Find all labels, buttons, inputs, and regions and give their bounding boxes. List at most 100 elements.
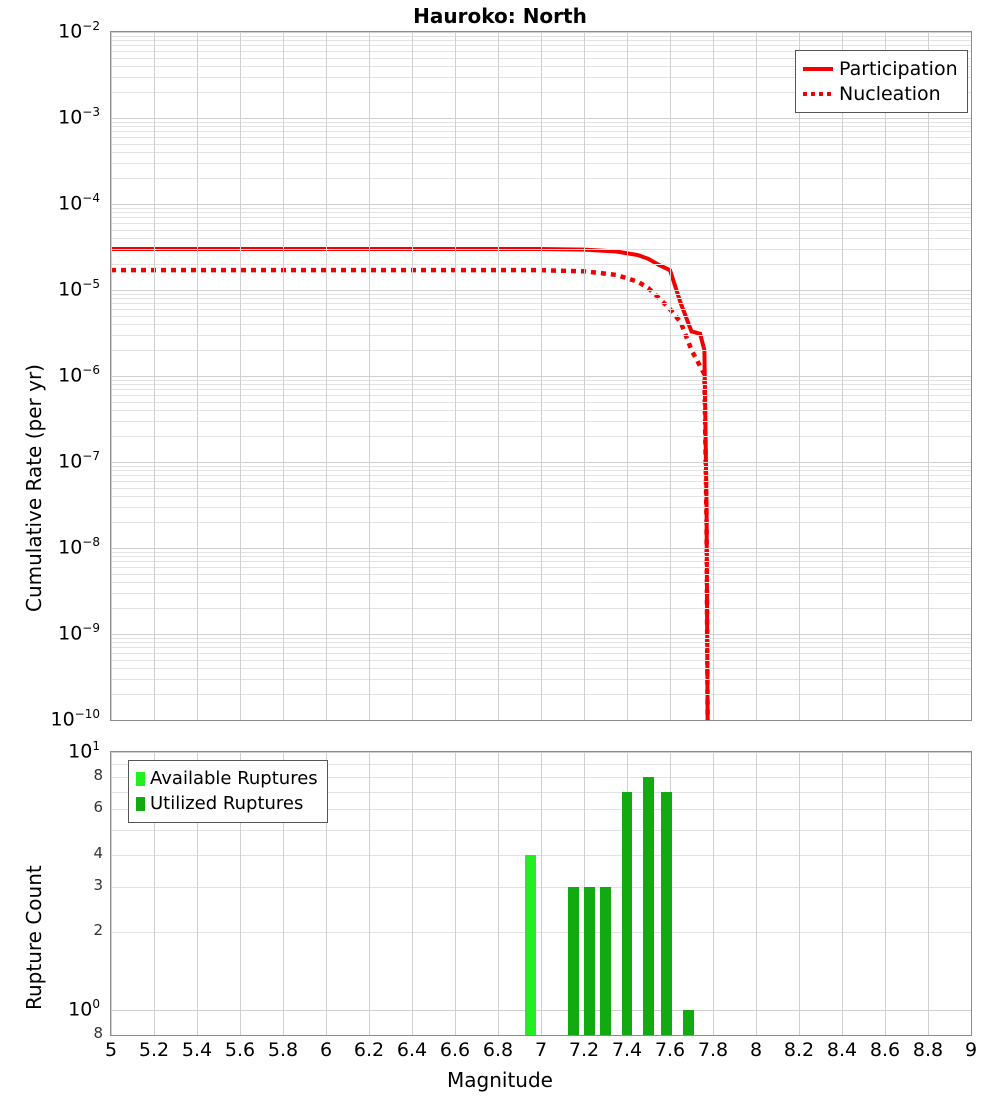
legend-label-nucleation: Nucleation — [839, 82, 941, 105]
y-tick-label-minor: 6 — [93, 798, 103, 817]
gridline-x — [713, 32, 714, 720]
legend-item-utilized-ruptures: Utilized Ruptures — [136, 791, 318, 816]
y-tick-label-minor: 2 — [93, 921, 103, 940]
x-tick-label: 8.6 — [869, 1039, 901, 1061]
bar — [567, 886, 579, 1035]
gridline-x — [154, 32, 155, 720]
y-tick-label: 10−7 — [58, 449, 100, 473]
y-tick-label-minor: 4 — [93, 843, 103, 862]
gridline-x — [455, 752, 456, 1035]
x-tick-label: 8 — [749, 1039, 763, 1061]
gridline-x — [670, 32, 671, 720]
gridline-x — [369, 752, 370, 1035]
y-tick-label: 10−3 — [58, 105, 100, 129]
available-ruptures-swatch-icon — [136, 771, 145, 786]
x-tick-label: 5.8 — [267, 1039, 299, 1061]
gridline-x — [799, 752, 800, 1035]
x-tick-label: 6.6 — [439, 1039, 471, 1061]
gridline-x — [713, 752, 714, 1035]
x-tick-label: 6 — [319, 1039, 333, 1061]
gridline-x — [498, 32, 499, 720]
curve-nucleation — [111, 267, 710, 720]
x-tick-label: 8.2 — [783, 1039, 815, 1061]
gridline-x — [885, 752, 886, 1035]
gridline-x — [498, 752, 499, 1035]
bar — [682, 1010, 694, 1035]
gridline-x — [326, 32, 327, 720]
x-tick-label: 5.4 — [181, 1039, 213, 1061]
gridline-x — [885, 32, 886, 720]
gridline-x — [842, 32, 843, 720]
gridline-x — [756, 32, 757, 720]
y-tick-label: 10−10 — [50, 707, 100, 731]
legend-item-nucleation: Nucleation — [803, 81, 958, 106]
gridline-x — [541, 32, 542, 720]
bar — [661, 792, 673, 1035]
y-tick-label-minor: 3 — [93, 875, 103, 894]
x-axis-label: Magnitude — [447, 1068, 553, 1092]
x-tick-label: 7.2 — [568, 1039, 600, 1061]
curve-participation — [111, 246, 710, 720]
gridline-y — [111, 720, 971, 721]
y-tick-label: 10−5 — [58, 277, 100, 301]
x-tick-label: 7.8 — [697, 1039, 729, 1061]
bar — [524, 854, 536, 1035]
x-tick-label: 8.4 — [826, 1039, 858, 1061]
y-tick-label: 10−2 — [58, 19, 100, 43]
x-tick-label: 5.2 — [138, 1039, 170, 1061]
x-tick-label: 6.4 — [396, 1039, 428, 1061]
y-tick-label: 10−6 — [58, 363, 100, 387]
legend-item-available-ruptures: Available Ruptures — [136, 766, 318, 791]
gridline-x — [240, 32, 241, 720]
bar — [643, 777, 654, 1035]
y-tick-label: 10−9 — [58, 621, 100, 645]
legend-rate: Participation Nucleation — [795, 50, 968, 113]
gridline-x — [111, 752, 112, 1035]
gridline-x — [111, 32, 112, 720]
x-tick-label: 9 — [964, 1039, 978, 1061]
legend-ruptures: Available Ruptures Utilized Ruptures — [128, 760, 328, 823]
solid-line-icon — [803, 66, 833, 71]
rupture-count-plot — [110, 751, 972, 1036]
x-tick-label: 7.6 — [654, 1039, 686, 1061]
gridline-x — [283, 32, 284, 720]
gridline-x — [283, 752, 284, 1035]
gridline-x — [240, 752, 241, 1035]
legend-item-participation: Participation — [803, 56, 958, 81]
y-tick-label: 101 — [68, 739, 100, 763]
gridline-x — [799, 32, 800, 720]
gridline-x — [928, 32, 929, 720]
x-tick-label: 8.8 — [912, 1039, 944, 1061]
gridline-x — [197, 32, 198, 720]
page-title: Hauroko: North — [413, 4, 587, 28]
bar — [600, 886, 611, 1035]
gridline-x — [541, 752, 542, 1035]
x-tick-label: 7.4 — [611, 1039, 643, 1061]
y-tick-label-minor: 8 — [93, 1024, 103, 1042]
legend-label-utilized-ruptures: Utilized Ruptures — [150, 793, 304, 814]
legend-label-participation: Participation — [839, 57, 958, 80]
gridline-x — [455, 32, 456, 720]
dotted-line-icon — [803, 91, 833, 96]
gridline-x — [326, 752, 327, 1035]
gridline-x — [412, 752, 413, 1035]
bar — [621, 792, 633, 1035]
gridline-x — [412, 32, 413, 720]
gridline-x — [756, 752, 757, 1035]
y-tick-label: 10−4 — [58, 191, 100, 215]
y-axis-label-top: Cumulative Rate (per yr) — [22, 364, 46, 612]
x-tick-label: 6.8 — [482, 1039, 514, 1061]
bar — [584, 886, 595, 1035]
y-tick-label: 100 — [68, 996, 100, 1021]
gridline-x — [627, 32, 628, 720]
x-tick-label: 7 — [534, 1039, 548, 1061]
x-tick-label: 5 — [104, 1039, 118, 1061]
cumulative-rate-plot — [110, 31, 972, 721]
gridline-x — [154, 752, 155, 1035]
utilized-ruptures-swatch-icon — [136, 796, 145, 811]
y-tick-label-minor: 8 — [93, 766, 103, 784]
gridline-x — [971, 752, 972, 1035]
legend-label-available-ruptures: Available Ruptures — [150, 768, 318, 789]
gridline-x — [928, 752, 929, 1035]
